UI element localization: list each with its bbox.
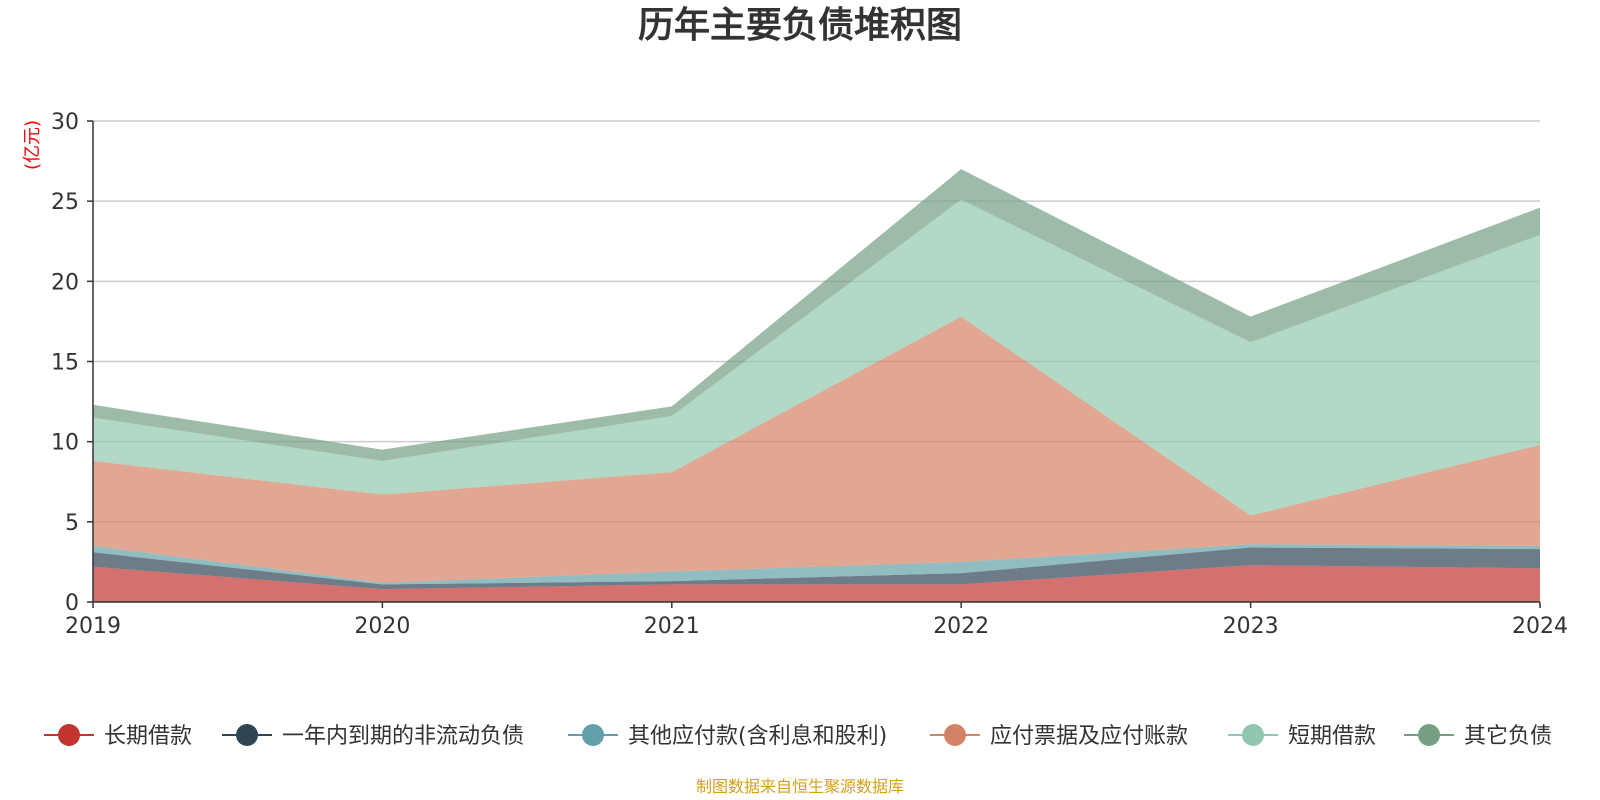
data-source-note: 制图数据来自恒生聚源数据库 [696,777,904,796]
y-unit-label: (亿元) [22,120,43,170]
legend-marker [58,724,80,746]
legend-label: 一年内到期的非流动负债 [282,724,524,749]
legend-item-5[interactable]: 短期借款 [1228,724,1376,749]
area-series-4 [93,316,1540,583]
legend-marker [236,724,258,746]
legend-item-4[interactable]: 应付票据及应付账款 [930,724,1188,749]
stacked-areas [93,169,1540,602]
legend-marker [1418,724,1440,746]
x-tick-label: 2024 [1512,614,1568,639]
legend-label: 长期借款 [104,724,192,749]
legend-label: 短期借款 [1288,724,1376,749]
y-tick-label: 15 [51,351,79,376]
legend-item-6[interactable]: 其它负债 [1404,724,1552,749]
y-tick-label: 20 [51,270,79,295]
y-tick-label: 5 [65,511,79,536]
legend-label: 应付票据及应付账款 [990,724,1188,749]
y-tick-label: 25 [51,190,79,215]
legend-marker [944,724,966,746]
legend-item-2[interactable]: 一年内到期的非流动负债 [222,724,524,749]
x-tick-label: 2021 [644,614,700,639]
legend-label: 其它负债 [1464,724,1552,749]
area-series-6 [93,169,1540,461]
legend-label: 其他应付款(含利息和股利) [628,724,887,749]
area-series-3 [93,544,1540,585]
x-tick-label: 2023 [1223,614,1279,639]
area-series-2 [93,547,1540,590]
legend-marker [582,724,604,746]
legend-item-1[interactable]: 长期借款 [44,724,192,749]
area-series-5 [93,199,1540,516]
legend[interactable]: 长期借款 一年内到期的非流动负债 其他应付款(含利息和股利) 应付票据及应付账款 短期借… [44,724,1552,749]
y-tick-label: 30 [51,110,79,135]
legend-marker [1242,724,1264,746]
x-tick-label: 2019 [65,614,121,639]
legend-item-3[interactable]: 其他应付款(含利息和股利) [568,724,887,749]
x-tick-label: 2020 [354,614,410,639]
area-series-1 [93,565,1540,602]
y-tick-label: 10 [51,431,79,456]
x-tick-label: 2022 [933,614,989,639]
axes: 0 5 10 15 20 25 30 2019 2020 2021 2022 2023 2024 [51,110,1568,639]
chart-title: 历年主要负债堆积图 [638,5,962,46]
y-tick-label: 0 [65,591,79,616]
